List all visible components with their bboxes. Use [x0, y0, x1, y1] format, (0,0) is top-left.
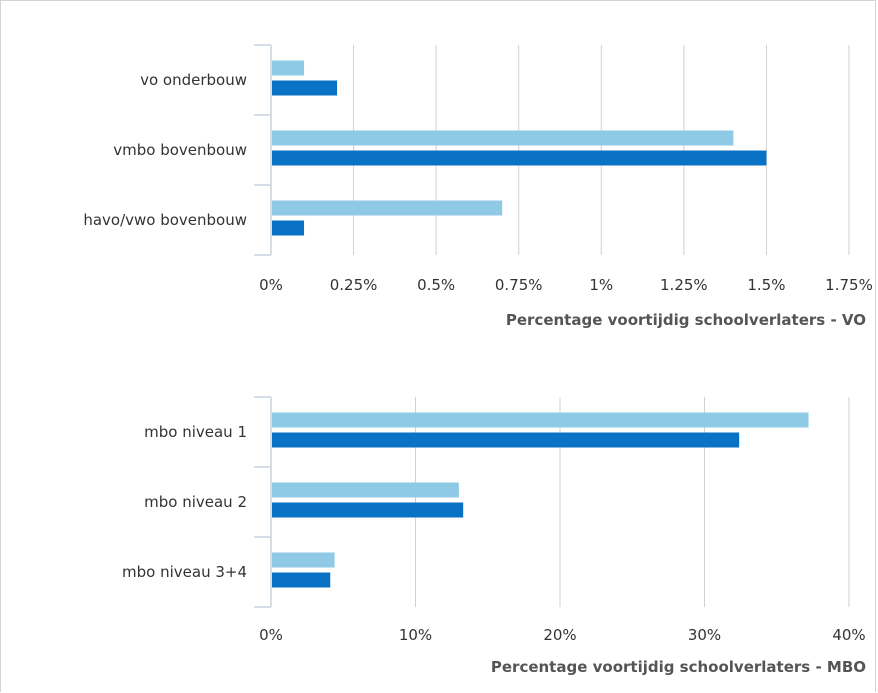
bar: [272, 572, 331, 588]
tick-label: 0.25%: [330, 276, 378, 294]
axis-title: Percentage voortijdig schoolverlaters - …: [491, 658, 866, 676]
tick-label: 40%: [832, 626, 865, 644]
tick-label: 1.75%: [825, 276, 873, 294]
tick-label: 1%: [589, 276, 613, 294]
bar: [272, 130, 734, 146]
tick-label: 1.25%: [660, 276, 708, 294]
bar: [272, 220, 305, 236]
bar: [272, 482, 459, 498]
tick-label: 1.5%: [747, 276, 785, 294]
bar: [272, 200, 503, 216]
tick-label: 0%: [259, 626, 283, 644]
bar: [272, 80, 338, 96]
tick-label: 0.5%: [417, 276, 455, 294]
tick-label: 0.75%: [495, 276, 543, 294]
bar: [272, 60, 305, 76]
category-label: vmbo bovenbouw: [113, 141, 247, 159]
category-label: havo/vwo bovenbouw: [83, 211, 247, 229]
bar: [272, 150, 767, 166]
category-label: vo onderbouw: [140, 71, 247, 89]
bar: [272, 502, 464, 518]
tick-label: 30%: [688, 626, 721, 644]
category-label: mbo niveau 1: [144, 423, 247, 441]
axis-title: Percentage voortijdig schoolverlaters - …: [506, 311, 866, 329]
tick-label: 10%: [399, 626, 432, 644]
category-label: mbo niveau 2: [144, 493, 247, 511]
category-label: mbo niveau 3+4: [122, 563, 247, 581]
bar: [272, 552, 335, 568]
bar: [272, 412, 809, 428]
bar: [272, 432, 740, 448]
tick-label: 20%: [543, 626, 576, 644]
tick-label: 0%: [259, 276, 283, 294]
